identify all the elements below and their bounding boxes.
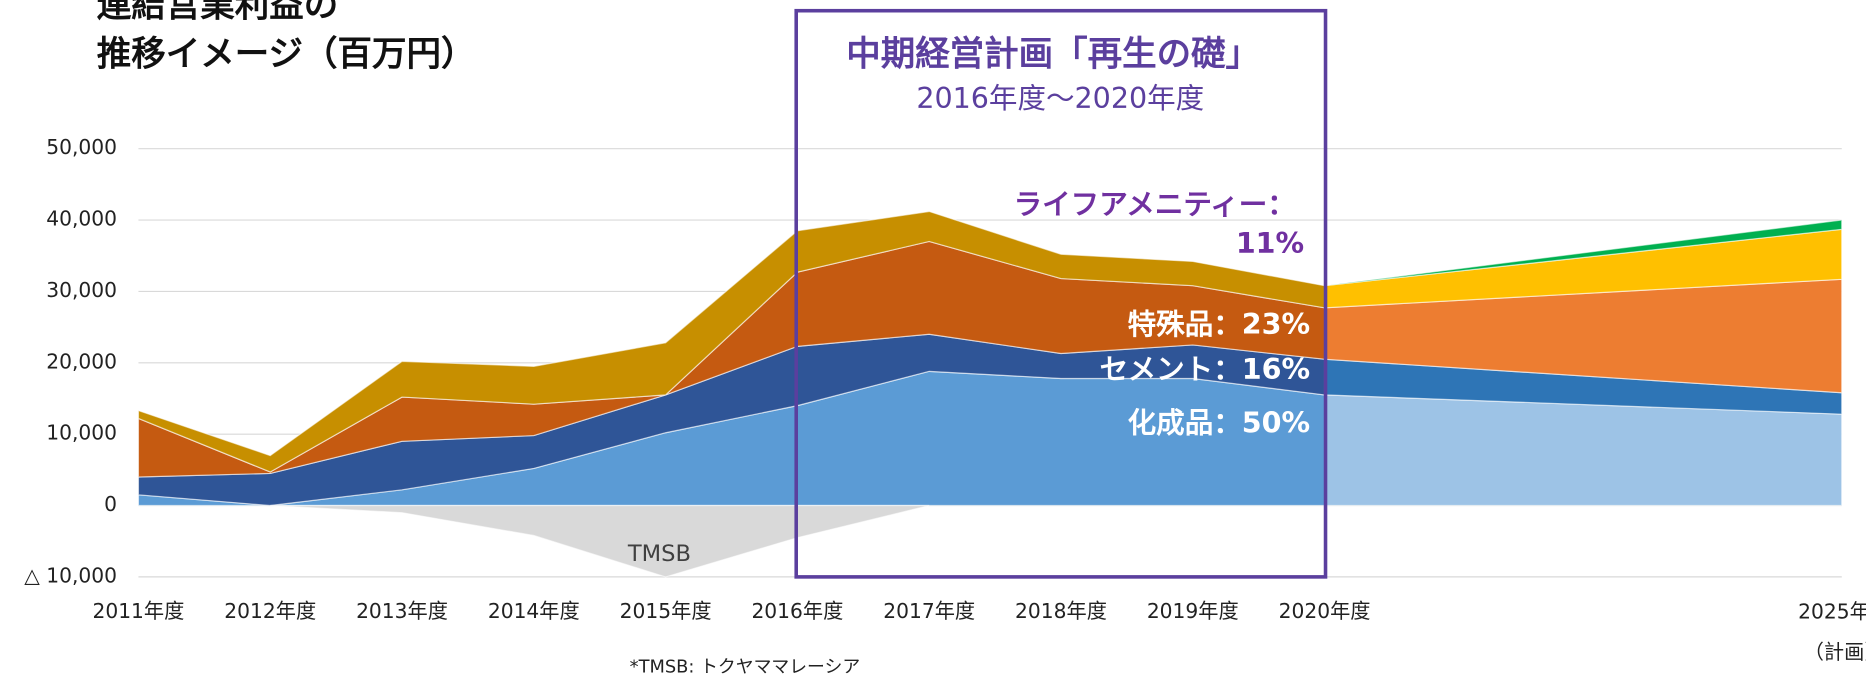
footnote: *TMSB: トクヤママレーシア: [630, 656, 861, 677]
negative-area: [270, 504, 930, 578]
x-tick-label: 2011年度: [92, 599, 184, 623]
chart-title: 推移イメージ（百万円）: [97, 34, 476, 74]
annotation: 化成品：50%: [1128, 407, 1310, 440]
x-tick-label: 2019年度: [1147, 599, 1239, 623]
y-tick-label: 40,000: [46, 207, 117, 231]
x-tick-label: 2013年度: [356, 599, 448, 623]
negative-label: TMSB: [627, 541, 691, 567]
y-tick-label: 10,000: [46, 421, 117, 445]
x-tick-label: 2018年度: [1015, 599, 1107, 623]
plan-box: [794, 8, 1328, 579]
x-tick-label: 2015年度: [620, 599, 712, 623]
y-tick-label: △ 10,000: [24, 563, 117, 587]
x-tick-label: 2017年度: [883, 599, 975, 623]
annotation: ライフアメニティー：: [1014, 188, 1296, 221]
annotation: 特殊品：23%: [1128, 308, 1310, 341]
x-tick-label: 2014年度: [488, 599, 580, 623]
annotation: 11%: [1236, 227, 1304, 260]
areas: [137, 210, 1843, 578]
y-tick-label: 30,000: [46, 278, 117, 302]
annotation: セメント：16%: [1100, 353, 1310, 386]
y-tick-label: 50,000: [46, 135, 117, 159]
plan-title: 中期経営計画「再生の礎」: [846, 34, 1260, 74]
x-tick-label: 2016年度: [751, 599, 843, 623]
y-tick-label: 0: [104, 492, 117, 516]
y-tick-label: 20,000: [46, 349, 117, 373]
x-tick-label: 2012年度: [224, 599, 316, 623]
chart-title: 連結営業利益の: [97, 0, 338, 26]
plan-subtitle: 2016年度～2020年度: [916, 82, 1204, 115]
x-tick-label: 2020年度: [1279, 599, 1371, 623]
x-tick-label: 2025年度（計画）: [1798, 599, 1866, 663]
area-plan: [1324, 219, 1843, 287]
